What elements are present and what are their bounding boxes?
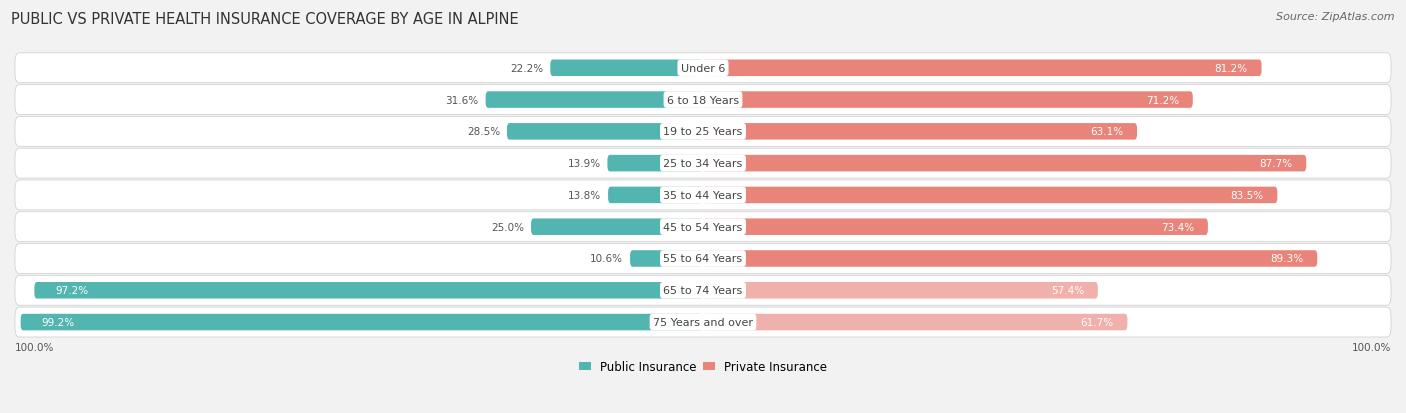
Text: Under 6: Under 6: [681, 64, 725, 74]
Text: 61.7%: 61.7%: [1081, 317, 1114, 327]
Text: 28.5%: 28.5%: [467, 127, 501, 137]
FancyBboxPatch shape: [630, 251, 703, 267]
Text: 45 to 54 Years: 45 to 54 Years: [664, 222, 742, 232]
FancyBboxPatch shape: [21, 314, 703, 330]
FancyBboxPatch shape: [15, 149, 1391, 179]
Text: 10.6%: 10.6%: [591, 254, 623, 264]
Text: 31.6%: 31.6%: [446, 95, 479, 105]
Text: PUBLIC VS PRIVATE HEALTH INSURANCE COVERAGE BY AGE IN ALPINE: PUBLIC VS PRIVATE HEALTH INSURANCE COVER…: [11, 12, 519, 27]
FancyBboxPatch shape: [607, 155, 703, 172]
Text: 22.2%: 22.2%: [510, 64, 543, 74]
Text: 71.2%: 71.2%: [1146, 95, 1180, 105]
FancyBboxPatch shape: [703, 124, 1137, 140]
FancyBboxPatch shape: [531, 219, 703, 235]
Text: 83.5%: 83.5%: [1230, 190, 1264, 200]
FancyBboxPatch shape: [607, 187, 703, 204]
Text: 65 to 74 Years: 65 to 74 Years: [664, 285, 742, 296]
Legend: Public Insurance, Private Insurance: Public Insurance, Private Insurance: [574, 356, 832, 378]
FancyBboxPatch shape: [15, 117, 1391, 147]
Text: 63.1%: 63.1%: [1090, 127, 1123, 137]
FancyBboxPatch shape: [34, 282, 703, 299]
FancyBboxPatch shape: [508, 124, 703, 140]
Text: 75 Years and over: 75 Years and over: [652, 317, 754, 327]
Text: 55 to 64 Years: 55 to 64 Years: [664, 254, 742, 264]
FancyBboxPatch shape: [15, 180, 1391, 210]
Text: 13.9%: 13.9%: [568, 159, 600, 169]
Text: 99.2%: 99.2%: [41, 317, 75, 327]
FancyBboxPatch shape: [15, 275, 1391, 306]
Text: 6 to 18 Years: 6 to 18 Years: [666, 95, 740, 105]
Text: 35 to 44 Years: 35 to 44 Years: [664, 190, 742, 200]
FancyBboxPatch shape: [703, 251, 1317, 267]
FancyBboxPatch shape: [15, 85, 1391, 115]
FancyBboxPatch shape: [15, 212, 1391, 242]
FancyBboxPatch shape: [703, 282, 1098, 299]
Text: 89.3%: 89.3%: [1271, 254, 1303, 264]
Text: 97.2%: 97.2%: [55, 285, 89, 296]
FancyBboxPatch shape: [703, 60, 1261, 77]
FancyBboxPatch shape: [15, 54, 1391, 83]
Text: 100.0%: 100.0%: [15, 342, 55, 352]
FancyBboxPatch shape: [15, 244, 1391, 274]
Text: 100.0%: 100.0%: [1351, 342, 1391, 352]
Text: 57.4%: 57.4%: [1050, 285, 1084, 296]
Text: 25.0%: 25.0%: [491, 222, 524, 232]
FancyBboxPatch shape: [703, 187, 1278, 204]
FancyBboxPatch shape: [703, 219, 1208, 235]
FancyBboxPatch shape: [550, 60, 703, 77]
Text: Source: ZipAtlas.com: Source: ZipAtlas.com: [1277, 12, 1395, 22]
Text: 81.2%: 81.2%: [1215, 64, 1247, 74]
Text: 25 to 34 Years: 25 to 34 Years: [664, 159, 742, 169]
FancyBboxPatch shape: [703, 92, 1192, 109]
Text: 87.7%: 87.7%: [1260, 159, 1292, 169]
Text: 19 to 25 Years: 19 to 25 Years: [664, 127, 742, 137]
FancyBboxPatch shape: [15, 307, 1391, 337]
FancyBboxPatch shape: [703, 314, 1128, 330]
Text: 13.8%: 13.8%: [568, 190, 602, 200]
FancyBboxPatch shape: [485, 92, 703, 109]
Text: 73.4%: 73.4%: [1161, 222, 1194, 232]
FancyBboxPatch shape: [703, 155, 1306, 172]
